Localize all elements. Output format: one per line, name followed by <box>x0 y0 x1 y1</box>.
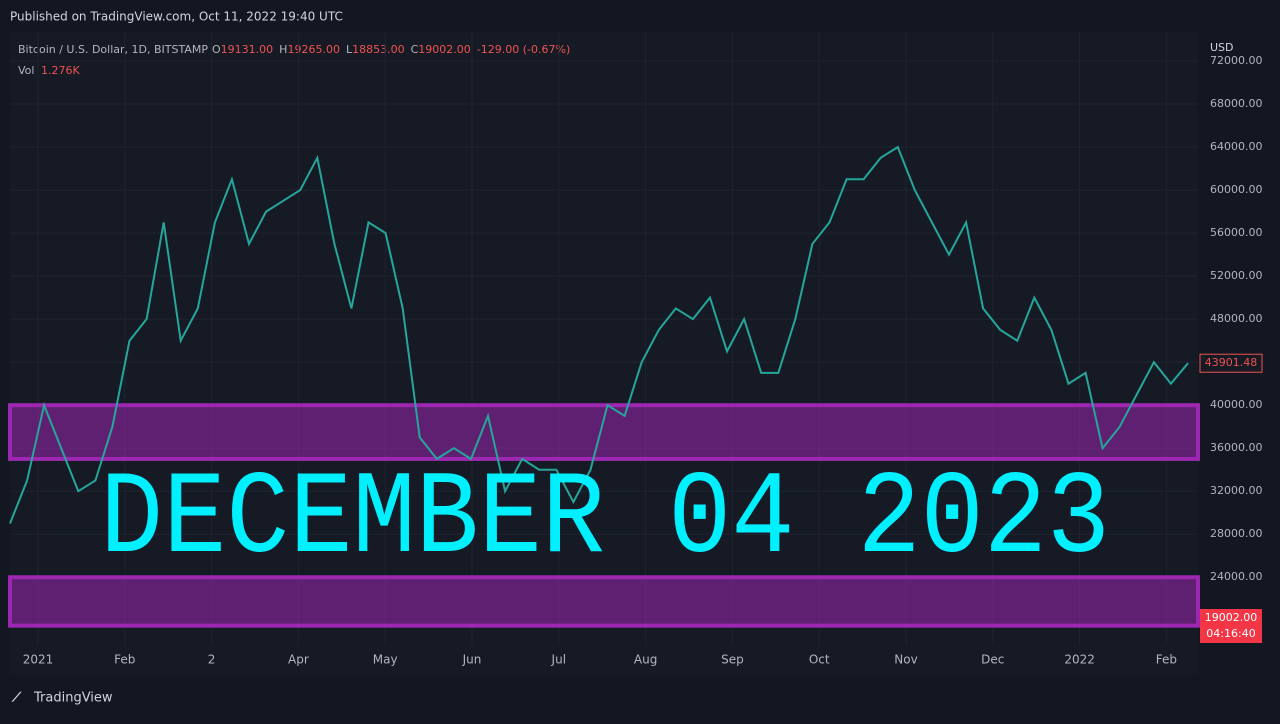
plot-area <box>10 32 1198 645</box>
y-tick-label: 60000.00 <box>1210 183 1263 196</box>
y-tick-label: 28000.00 <box>1210 527 1263 540</box>
y-tick-label: 32000.00 <box>1210 484 1263 497</box>
ohlc-key: L <box>346 43 353 56</box>
y-tick-label: 48000.00 <box>1210 312 1263 325</box>
y-tick-label: 56000.00 <box>1210 226 1263 239</box>
x-tick-label: May <box>373 653 398 667</box>
ohlc-value: 19131.00 <box>221 43 274 56</box>
y-tick-label: 36000.00 <box>1210 441 1263 454</box>
zone <box>8 575 1200 628</box>
x-tick-label: Aug <box>634 653 657 667</box>
brand-logo: ⟋ <box>11 691 22 706</box>
x-tick-label: 2021 <box>23 653 54 667</box>
zone <box>8 403 1200 461</box>
current-price-label: 19002.00 <box>1205 611 1258 624</box>
symbol: Bitcoin / U.S. Dollar, 1D, BITSTAMP <box>18 43 208 56</box>
y-tick-label: 24000.00 <box>1210 570 1263 583</box>
x-tick-label: Dec <box>981 653 1004 667</box>
x-tick-label: Nov <box>894 653 917 667</box>
volume-label: Vol <box>18 64 34 77</box>
y-tick-label: 52000.00 <box>1210 269 1263 282</box>
ohlc-key: O <box>212 43 221 56</box>
ohlc-value: 19002.00 <box>418 43 471 56</box>
time-axis <box>10 645 1198 675</box>
ohlc-key: H <box>279 43 287 56</box>
ohlc-value: 18853.00 <box>352 43 405 56</box>
price-line <box>9 145 1189 524</box>
countdown: 04:16:40 <box>1206 627 1255 640</box>
x-tick-label: Feb <box>114 653 135 667</box>
overlay-text: DECEMBER 04 2023 <box>100 454 1110 587</box>
volume: 1.276K <box>41 64 80 77</box>
change: -129.00 (-0.67%) <box>477 43 570 56</box>
brand: TradingView <box>33 691 113 706</box>
currency: USD <box>1210 41 1234 54</box>
ohlc-key: C <box>411 43 419 56</box>
y-tick-label: 72000.00 <box>1210 54 1263 67</box>
x-tick-label: Sep <box>721 653 744 667</box>
x-tick-label: 2022 <box>1064 653 1095 667</box>
x-tick-label: Apr <box>288 653 309 667</box>
current-price-tag <box>1200 608 1262 643</box>
y-tick-label: 68000.00 <box>1210 97 1263 110</box>
last-price-label: 43901.48 <box>1205 356 1258 369</box>
x-tick-label: Oct <box>809 653 830 667</box>
last-price-tag <box>1199 353 1263 373</box>
x-tick-label: Jun <box>462 653 482 667</box>
x-tick-label: 2 <box>208 653 216 667</box>
x-tick-label: Jul <box>551 653 566 667</box>
ohlc-value: 19265.00 <box>287 43 340 56</box>
y-tick-label: 40000.00 <box>1210 398 1263 411</box>
y-tick-label: 64000.00 <box>1210 140 1263 153</box>
x-tick-label: Feb <box>1156 653 1177 667</box>
ohlc: O19131.00 H19265.00 L18853.00 C19002.00 -129… <box>212 43 570 56</box>
published: Published on TradingView.com, Oct 11, 20… <box>10 10 343 24</box>
